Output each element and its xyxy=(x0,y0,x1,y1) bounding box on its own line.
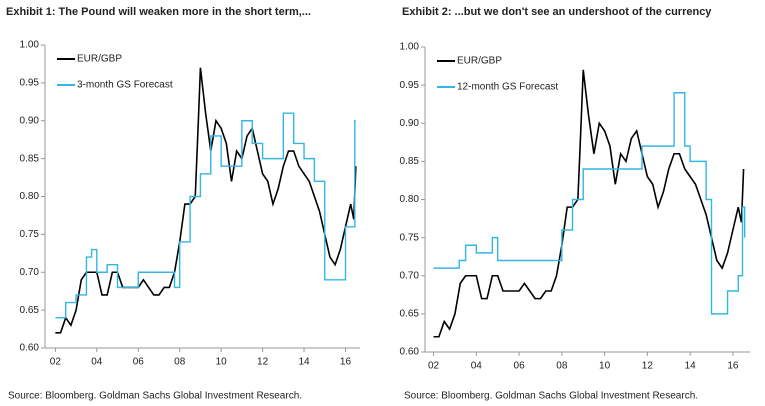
y-tick-label: 0.95 xyxy=(20,78,40,89)
chart-title: Exhibit 2: ...but we don't see an unders… xyxy=(402,6,712,18)
legend-label: 12-month GS Forecast xyxy=(457,82,558,93)
y-tick-label: 0.70 xyxy=(20,267,40,278)
y-tick-label: 0.85 xyxy=(400,156,420,167)
y-tick-label: 0.80 xyxy=(20,191,40,202)
series-line xyxy=(55,67,357,334)
x-tick-label: 16 xyxy=(727,361,739,372)
x-tick-label: 12 xyxy=(257,357,269,368)
y-tick-label: 0.70 xyxy=(400,270,420,281)
x-tick-label: 04 xyxy=(91,357,103,368)
series-line xyxy=(433,92,746,315)
x-tick-label: 14 xyxy=(685,361,697,372)
y-tick-label: 1.00 xyxy=(20,40,40,51)
x-tick-label: 08 xyxy=(556,361,568,372)
y-tick-label: 0.90 xyxy=(20,115,40,126)
source-note: Source: Bloomberg. Goldman Sachs Global … xyxy=(8,391,302,402)
x-tick-label: 02 xyxy=(50,357,62,368)
y-tick-label: 0.65 xyxy=(20,305,40,316)
y-tick-label: 0.65 xyxy=(400,309,420,320)
source-note: Source: Bloomberg. Goldman Sachs Global … xyxy=(404,391,698,402)
y-tick-label: 0.90 xyxy=(400,118,420,129)
y-tick-label: 0.95 xyxy=(400,80,420,91)
y-tick-label: 0.60 xyxy=(20,343,40,354)
x-tick-label: 14 xyxy=(298,357,310,368)
x-tick-label: 12 xyxy=(642,361,654,372)
y-tick-label: 1.00 xyxy=(400,42,420,53)
series-line xyxy=(433,69,745,338)
y-tick-label: 0.85 xyxy=(20,153,40,164)
y-tick-label: 0.60 xyxy=(400,347,420,358)
y-tick-label: 0.75 xyxy=(400,232,420,243)
x-tick-label: 02 xyxy=(428,361,440,372)
chart-title: Exhibit 1: The Pound will weaken more in… xyxy=(6,6,311,18)
legend-label: EUR/GBP xyxy=(77,54,122,65)
x-tick-label: 16 xyxy=(340,357,352,368)
x-tick-label: 06 xyxy=(133,357,145,368)
x-tick-label: 10 xyxy=(216,357,228,368)
x-tick-label: 08 xyxy=(174,357,186,368)
x-tick-label: 06 xyxy=(514,361,526,372)
x-tick-label: 04 xyxy=(471,361,483,372)
legend-label: 3-month GS Forecast xyxy=(77,80,173,91)
y-tick-label: 0.75 xyxy=(20,229,40,240)
series-line xyxy=(55,112,356,319)
x-tick-label: 10 xyxy=(599,361,611,372)
legend-label: EUR/GBP xyxy=(457,56,502,67)
y-tick-label: 0.80 xyxy=(400,194,420,205)
